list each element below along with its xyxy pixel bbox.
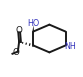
Text: O: O — [13, 48, 19, 57]
Polygon shape — [32, 25, 34, 32]
Text: O: O — [15, 26, 22, 35]
Text: NH: NH — [64, 42, 76, 51]
Text: HO: HO — [27, 19, 40, 28]
